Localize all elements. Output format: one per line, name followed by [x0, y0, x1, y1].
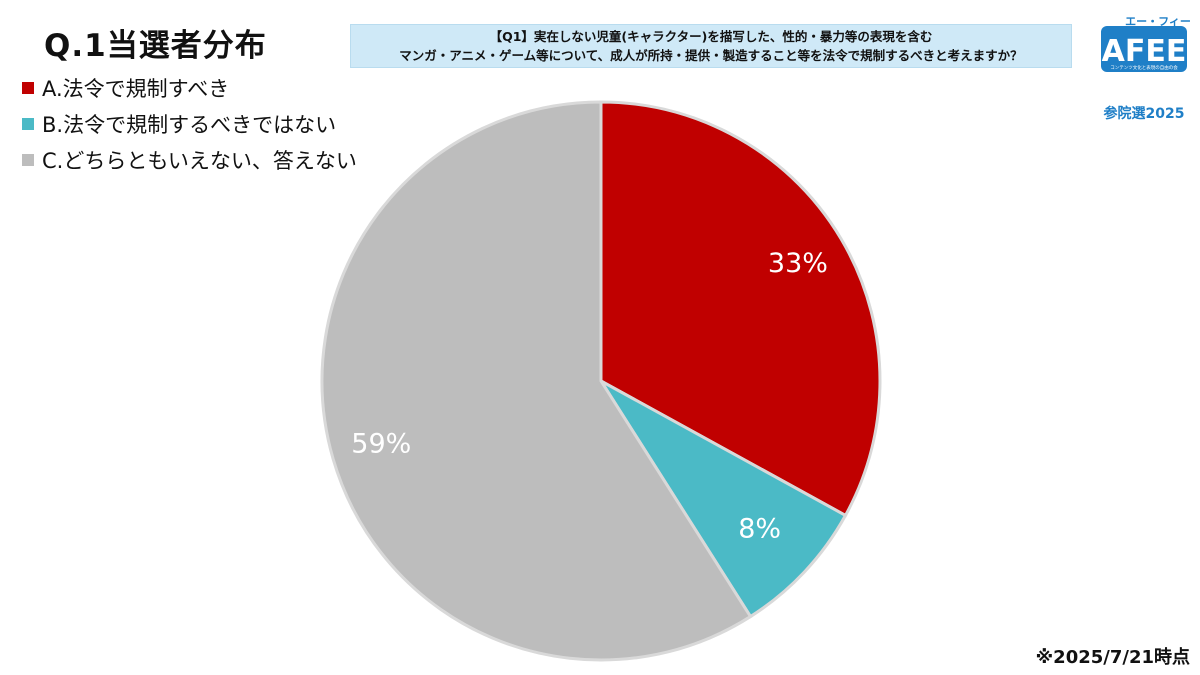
legend-swatch-b	[22, 118, 34, 130]
pie-slice-a	[599, 100, 882, 518]
legend-item-c: C.どちらともいえない、答えない	[22, 142, 357, 178]
legend-label-c: C.どちらともいえない、答えない	[42, 149, 357, 173]
chart-legend: A.法令で規制すべき B.法令で規制するべきではない C.どちらともいえない、答…	[22, 70, 357, 178]
legend-item-a: A.法令で規制すべき	[22, 70, 357, 106]
pie-label-c: 59%	[351, 428, 411, 459]
question-line-1: 【Q1】実在しない児童(キャラクター)を描写した、性的・暴力等の表現を含む	[489, 29, 933, 44]
question-box: 【Q1】実在しない児童(キャラクター)を描写した、性的・暴力等の表現を含む マン…	[350, 24, 1072, 68]
legend-label-b: B.法令で規制するべきではない	[42, 113, 337, 137]
pie-slice-b	[599, 379, 848, 619]
pie-label-b: 8%	[738, 513, 781, 544]
pie-label-a: 33%	[768, 248, 828, 279]
afee-logo: エー・フィー AFEE コンテンツ文化と表現の自由の会	[1101, 15, 1190, 72]
date-note: ※2025/7/21時点	[1035, 647, 1190, 668]
legend-swatch-a	[22, 82, 34, 94]
logo-background	[1101, 26, 1187, 72]
legend-swatch-c	[22, 154, 34, 166]
logo-small-text: コンテンツ文化と表現の自由の会	[1110, 64, 1178, 71]
pie-slice-c	[320, 100, 753, 662]
logo-kana: エー・フィー	[1125, 15, 1190, 28]
page-title: Q.1当選者分布	[44, 28, 267, 64]
logo-subtitle: 参院選2025	[1103, 106, 1185, 122]
legend-item-b: B.法令で規制するべきではない	[22, 106, 357, 142]
question-line-2: マンガ・アニメ・ゲーム等について、成人が所持・提供・製造すること等を法令で規制す…	[399, 48, 1023, 63]
logo-text: AFEE	[1102, 34, 1187, 69]
legend-label-a: A.法令で規制すべき	[42, 77, 230, 101]
